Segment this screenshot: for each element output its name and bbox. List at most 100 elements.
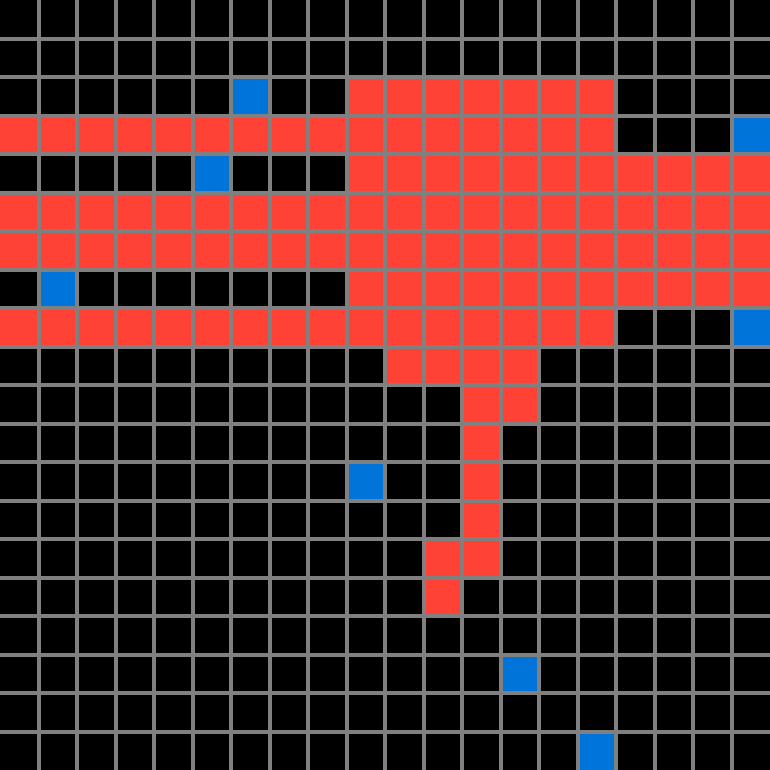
grid-cell[interactable] [502,695,537,730]
grid-cell[interactable] [348,425,383,460]
grid-cell[interactable] [618,271,653,306]
grid-cell[interactable] [579,656,614,691]
grid-cell[interactable] [695,656,730,691]
grid-cell[interactable] [79,464,114,499]
grid-cell[interactable] [425,233,460,268]
grid-cell[interactable] [464,233,499,268]
grid-cell[interactable] [464,156,499,191]
grid-cell[interactable] [79,425,114,460]
grid-cell[interactable] [656,387,691,422]
grid-cell[interactable] [541,156,576,191]
grid-cell[interactable] [79,0,114,37]
grid-cell[interactable] [0,194,37,229]
grid-cell[interactable] [156,310,191,345]
grid-cell[interactable] [618,310,653,345]
grid-cell[interactable] [310,271,345,306]
grid-cell[interactable] [502,348,537,383]
grid-cell[interactable] [502,117,537,152]
grid-cell[interactable] [0,656,37,691]
grid-cell[interactable] [79,656,114,691]
grid-cell[interactable] [541,0,576,37]
grid-cell[interactable] [194,579,229,614]
grid-cell[interactable] [310,156,345,191]
grid-cell[interactable] [0,348,37,383]
grid-cell[interactable] [387,502,422,537]
grid-cell[interactable] [194,156,229,191]
grid-cell[interactable] [40,579,75,614]
grid-cell[interactable] [387,425,422,460]
grid-cell[interactable] [0,271,37,306]
grid-cell[interactable] [541,579,576,614]
grid-cell[interactable] [156,194,191,229]
grid-cell[interactable] [541,695,576,730]
grid-cell[interactable] [310,502,345,537]
grid-cell[interactable] [656,271,691,306]
grid-cell[interactable] [656,233,691,268]
grid-cell[interactable] [387,233,422,268]
grid-cell[interactable] [79,695,114,730]
grid-cell[interactable] [387,117,422,152]
grid-cell[interactable] [733,541,770,576]
grid-cell[interactable] [117,117,152,152]
grid-cell[interactable] [541,387,576,422]
grid-cell[interactable] [79,579,114,614]
grid-cell[interactable] [579,310,614,345]
grid-cell[interactable] [387,0,422,37]
grid-cell[interactable] [733,233,770,268]
grid-cell[interactable] [733,79,770,114]
grid-cell[interactable] [656,656,691,691]
grid-cell[interactable] [156,271,191,306]
grid-cell[interactable] [618,79,653,114]
grid-cell[interactable] [733,618,770,653]
grid-cell[interactable] [618,233,653,268]
grid-cell[interactable] [387,579,422,614]
grid-cell[interactable] [40,271,75,306]
grid-cell[interactable] [541,425,576,460]
grid-cell[interactable] [310,695,345,730]
grid-cell[interactable] [425,656,460,691]
grid-cell[interactable] [156,79,191,114]
grid-cell[interactable] [656,579,691,614]
grid-cell[interactable] [348,464,383,499]
grid-cell[interactable] [387,348,422,383]
grid-cell[interactable] [618,733,653,770]
grid-cell[interactable] [733,310,770,345]
grid-cell[interactable] [618,579,653,614]
grid-cell[interactable] [156,387,191,422]
grid-cell[interactable] [156,618,191,653]
grid-cell[interactable] [348,502,383,537]
grid-cell[interactable] [695,695,730,730]
grid-cell[interactable] [117,348,152,383]
grid-cell[interactable] [0,618,37,653]
grid-cell[interactable] [541,541,576,576]
grid-cell[interactable] [387,156,422,191]
grid-cell[interactable] [656,40,691,75]
grid-cell[interactable] [464,117,499,152]
grid-cell[interactable] [271,656,306,691]
grid-cell[interactable] [464,464,499,499]
grid-cell[interactable] [156,579,191,614]
grid-cell[interactable] [348,387,383,422]
grid-cell[interactable] [348,541,383,576]
grid-cell[interactable] [271,541,306,576]
grid-cell[interactable] [233,656,268,691]
grid-cell[interactable] [502,0,537,37]
grid-cell[interactable] [425,194,460,229]
grid-cell[interactable] [79,502,114,537]
grid-cell[interactable] [117,194,152,229]
grid-cell[interactable] [733,464,770,499]
grid-cell[interactable] [695,348,730,383]
grid-cell[interactable] [579,117,614,152]
grid-cell[interactable] [271,348,306,383]
grid-cell[interactable] [348,194,383,229]
grid-cell[interactable] [0,0,37,37]
grid-cell[interactable] [425,425,460,460]
grid-cell[interactable] [194,733,229,770]
grid-cell[interactable] [425,502,460,537]
grid-cell[interactable] [117,0,152,37]
grid-cell[interactable] [194,502,229,537]
grid-cell[interactable] [502,425,537,460]
grid-cell[interactable] [233,271,268,306]
grid-cell[interactable] [695,233,730,268]
grid-cell[interactable] [233,618,268,653]
